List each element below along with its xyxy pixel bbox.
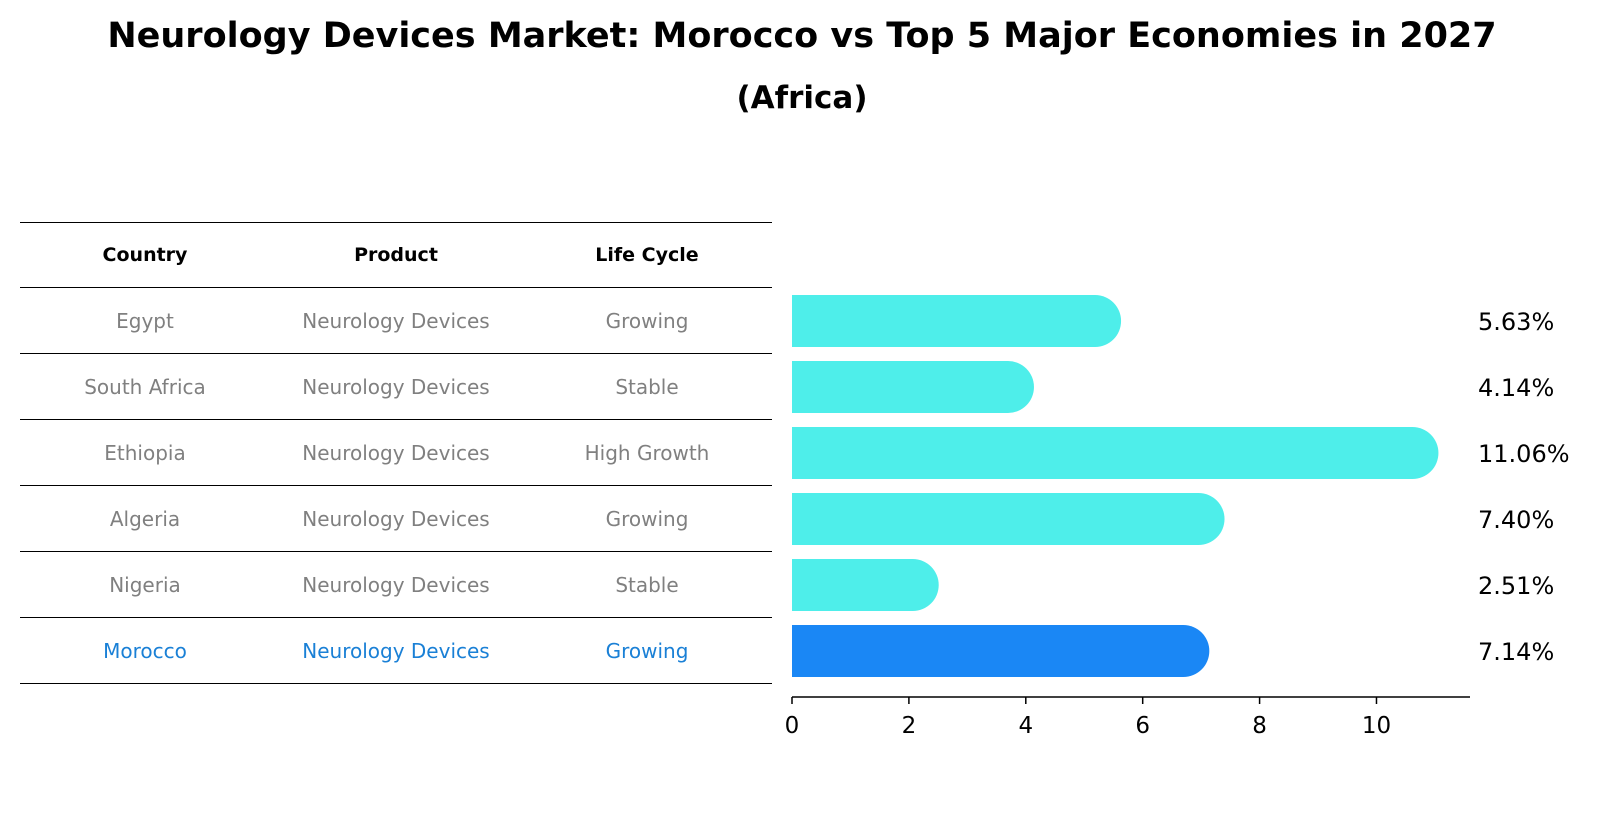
chart-subtitle: (Africa)	[736, 80, 868, 116]
cell-product: Neurology Devices	[302, 506, 490, 531]
cell-country: Ethiopia	[104, 440, 186, 465]
bar-nigeria	[792, 559, 939, 611]
data-label: 5.63%	[1478, 308, 1554, 336]
x-tick-label: 10	[1362, 713, 1391, 739]
table-row: Egypt Neurology Devices Growing	[20, 288, 772, 354]
cell-country: Morocco	[103, 638, 187, 663]
cell-life-cycle: High Growth	[584, 440, 710, 465]
cell-product: Neurology Devices	[302, 440, 490, 465]
bar-algeria	[792, 493, 1225, 545]
cell-life-cycle: Stable	[615, 374, 679, 399]
table-header-row: Country Product Life Cycle	[20, 222, 772, 288]
bar-egypt	[792, 295, 1122, 347]
cell-life-cycle: Growing	[605, 506, 689, 531]
bar-ethiopia	[792, 427, 1439, 479]
table-row: South Africa Neurology Devices Stable	[20, 354, 772, 420]
data-label: 7.14%	[1478, 638, 1554, 666]
cell-product: Neurology Devices	[302, 638, 490, 663]
cell-life-cycle: Growing	[605, 308, 689, 333]
cell-product: Neurology Devices	[302, 374, 490, 399]
x-tick-label: 6	[1135, 713, 1150, 739]
table-row-highlight: Morocco Neurology Devices Growing	[20, 618, 772, 684]
cell-life-cycle: Stable	[615, 572, 679, 597]
comparison-table: Country Product Life Cycle Egypt Neurolo…	[20, 222, 772, 684]
cell-country: Egypt	[116, 308, 174, 333]
cell-country: Nigeria	[109, 572, 181, 597]
cell-product: Neurology Devices	[302, 572, 490, 597]
x-tick-label: 4	[1018, 713, 1033, 739]
x-tick-label: 8	[1252, 713, 1267, 739]
cell-country: South Africa	[84, 374, 206, 399]
data-label: 7.40%	[1478, 506, 1554, 534]
data-label: 2.51%	[1478, 572, 1554, 600]
bar-south-africa	[792, 361, 1034, 413]
cell-country: Algeria	[109, 506, 181, 531]
header-product: Product	[354, 244, 438, 266]
table-row: Ethiopia Neurology Devices High Growth	[20, 420, 772, 486]
header-country: Country	[102, 244, 188, 266]
table-row: Algeria Neurology Devices Growing	[20, 486, 772, 552]
cell-life-cycle: Growing	[605, 638, 689, 663]
cell-product: Neurology Devices	[302, 308, 490, 333]
header-life-cycle: Life Cycle	[595, 244, 699, 266]
table-row: Nigeria Neurology Devices Stable	[20, 552, 772, 618]
chart-title: Neurology Devices Market: Morocco vs Top…	[107, 16, 1497, 56]
bar-morocco	[792, 625, 1210, 677]
x-tick-label: 0	[785, 713, 800, 739]
data-label: 4.14%	[1478, 374, 1554, 402]
data-label: 11.06%	[1478, 440, 1570, 468]
x-tick-label: 2	[902, 713, 917, 739]
